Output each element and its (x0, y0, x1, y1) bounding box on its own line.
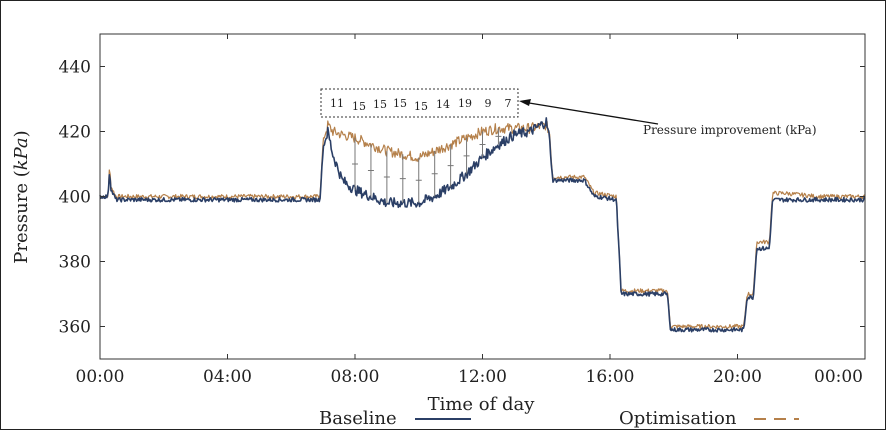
x-tick-label: 20:00 (713, 367, 762, 387)
legend-label-optimisation: Optimisation (619, 408, 737, 429)
improvement-annotation: 11 15 15 15 15 14 19 9 7 Pressure improvement (k… (320, 88, 817, 137)
annotation-value: 15 (393, 97, 407, 110)
annotation-values: 11 15 15 15 15 14 19 9 7 (330, 97, 512, 113)
y-tick-label: 400 (59, 188, 91, 208)
x-tick-label: 00:00 (814, 367, 863, 387)
annotation-value: 14 (436, 98, 450, 111)
plot-area-border (99, 33, 866, 360)
x-tick-label: 04:00 (203, 367, 252, 387)
y-tick-label: 440 (59, 58, 91, 78)
y-tick-label: 420 (59, 123, 91, 143)
annotation-arrowhead (519, 99, 531, 106)
annotation-arrow (522, 101, 659, 125)
y-tick-label: 380 (59, 253, 91, 273)
legend: Baseline Optimisation (319, 408, 799, 429)
annotation-value: 19 (458, 97, 472, 110)
annotation-box (320, 88, 519, 118)
annotation-value: 15 (414, 100, 428, 113)
x-tick-label: 00:00 (76, 367, 125, 387)
x-tick-label: 08:00 (331, 367, 380, 387)
x-tick-label: 12:00 (458, 367, 507, 387)
annotation-value: 15 (352, 100, 366, 113)
x-tick-label: 16:00 (586, 367, 635, 387)
x-axis: 00:00 04:00 08:00 12:00 16:00 20:00 00:00 (76, 34, 866, 387)
annotation-value: 9 (485, 97, 492, 110)
annotation-value: 11 (330, 97, 344, 110)
legend-label-baseline: Baseline (319, 408, 397, 429)
annotation-value: 7 (505, 97, 512, 110)
y-tick-label: 360 (59, 318, 91, 338)
improvement-markers (352, 128, 502, 203)
y-axis: 360 380 400 420 440 (59, 58, 865, 338)
x-axis-title: Time of day (428, 394, 536, 415)
annotation-label: Pressure improvement (kPa) (643, 123, 817, 137)
annotation-value: 15 (373, 98, 387, 111)
y-axis-title: Pressure (kPa) (11, 130, 32, 263)
